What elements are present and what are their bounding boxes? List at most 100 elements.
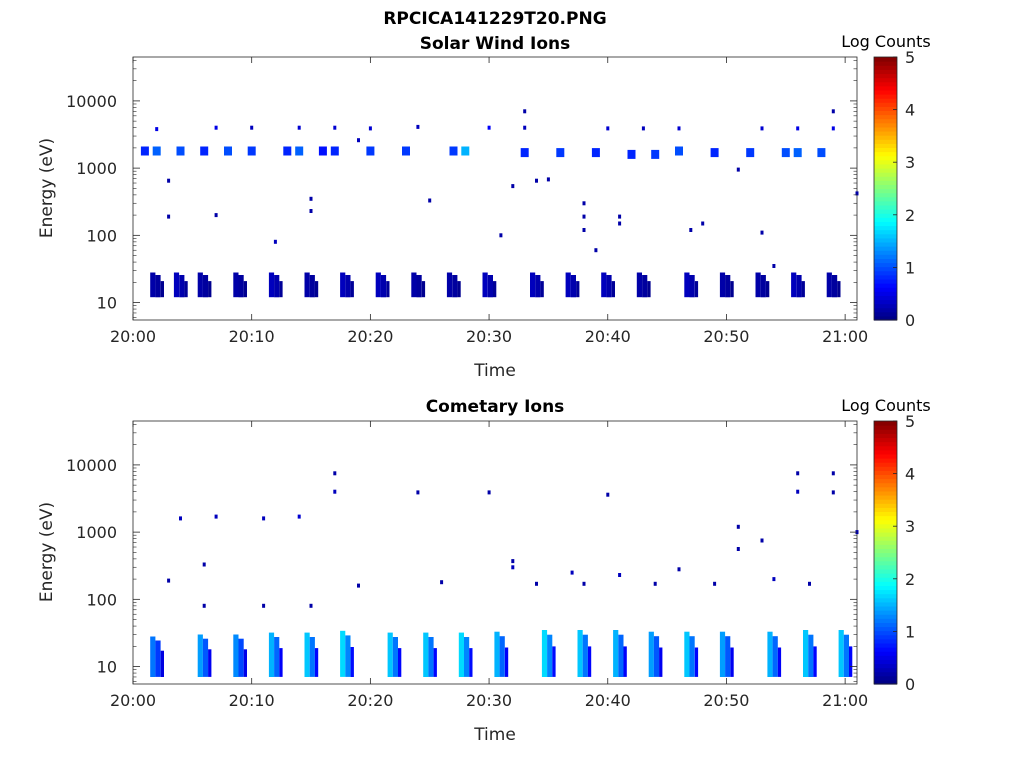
colorbar-segment xyxy=(874,667,897,673)
y-tick-label: 10 xyxy=(97,294,117,313)
data-cell xyxy=(587,646,592,677)
colorbar-segment xyxy=(874,647,897,652)
y-tick-label: 10000 xyxy=(66,92,117,111)
data-cell xyxy=(725,275,731,298)
data-cell xyxy=(452,275,458,298)
colorbar-segment xyxy=(874,237,897,243)
colorbar-segment xyxy=(874,85,897,91)
data-cell xyxy=(772,264,776,268)
colorbar-segment xyxy=(874,457,897,463)
data-cell xyxy=(651,149,660,159)
data-cell xyxy=(831,109,835,114)
colorbar-segment xyxy=(874,630,897,636)
colorbar-segment xyxy=(874,106,897,112)
data-cell xyxy=(601,272,607,298)
data-cell xyxy=(618,221,622,226)
data-cell xyxy=(150,272,156,298)
colorbar-segment xyxy=(874,515,897,521)
colorbar-segment xyxy=(874,605,897,611)
data-cell xyxy=(493,281,497,298)
colorbar-segment xyxy=(874,233,897,239)
colorbar-segment xyxy=(874,69,897,75)
data-cell xyxy=(582,581,586,586)
data-cell xyxy=(570,275,576,298)
colorbar-segment xyxy=(874,65,897,70)
colorbar-segment xyxy=(874,519,897,525)
colorbar-segment xyxy=(874,523,897,529)
data-cell xyxy=(582,228,586,232)
colorbar-frame xyxy=(873,56,898,321)
data-cell xyxy=(719,631,726,677)
colorbar-tick-label: 5 xyxy=(905,412,915,431)
data-cell xyxy=(238,638,244,677)
colorbar-segment xyxy=(874,163,897,169)
data-cell xyxy=(675,146,683,156)
data-cell xyxy=(155,275,161,298)
data-cell xyxy=(535,178,538,183)
x-tick-label: 20:30 xyxy=(466,327,512,346)
x-tick-label: 20:10 xyxy=(229,691,275,710)
data-cell xyxy=(511,184,515,189)
data-cell xyxy=(565,272,571,298)
data-cell xyxy=(653,581,657,586)
data-cell xyxy=(214,213,218,218)
colorbar-segment xyxy=(874,626,897,632)
colorbar-segment xyxy=(874,229,897,235)
data-cell xyxy=(623,646,627,677)
data-cell xyxy=(826,272,832,298)
colorbar-segment xyxy=(874,552,897,558)
x-tick-label: 20:30 xyxy=(466,691,512,710)
colorbar-tick-label: 2 xyxy=(905,570,915,589)
colorbar-tick-label: 1 xyxy=(905,622,915,641)
data-cell xyxy=(250,125,254,130)
data-cell xyxy=(653,636,660,677)
colorbar-segment xyxy=(874,102,897,107)
colorbar-segment xyxy=(874,192,897,198)
colorbar-segment xyxy=(874,466,897,471)
data-cell xyxy=(247,146,256,156)
data-cell xyxy=(295,146,304,156)
data-cell xyxy=(838,630,844,677)
data-cell xyxy=(642,275,648,298)
colorbar-segment xyxy=(874,556,897,562)
colorbar-segment xyxy=(874,511,897,517)
data-cell xyxy=(594,248,598,253)
data-cell xyxy=(552,646,556,677)
colorbar-segment xyxy=(874,93,897,99)
data-cell xyxy=(808,634,814,677)
data-cell xyxy=(647,281,651,298)
data-cell xyxy=(796,489,800,494)
data-cell xyxy=(279,281,283,298)
colorbar-tick-label: 3 xyxy=(905,153,915,172)
data-cell xyxy=(606,275,612,298)
data-cell xyxy=(416,275,422,298)
cometary-colorbar: 0 1 2 3 4 5 xyxy=(873,412,915,694)
colorbar-segment xyxy=(874,57,897,62)
data-cell xyxy=(760,538,764,543)
data-cell xyxy=(416,124,420,129)
data-cell xyxy=(694,281,699,298)
solar-wind-xlabel: Time xyxy=(473,361,516,381)
colorbar-segment xyxy=(874,581,897,586)
colorbar-segment xyxy=(874,295,897,301)
x-tick-label: 20:10 xyxy=(229,327,275,346)
colorbar-segment xyxy=(874,287,897,292)
cometary-plot-area: 20:00 20:10 20:20 20:30 20:40 20:50 21:00 10 100… xyxy=(66,420,868,710)
data-cell xyxy=(202,275,209,298)
data-cell xyxy=(446,272,453,298)
data-cell xyxy=(511,559,515,564)
data-cell xyxy=(233,272,239,298)
data-cell xyxy=(837,281,841,298)
data-cell xyxy=(796,275,802,298)
y-tick-label: 100 xyxy=(86,226,117,245)
data-cell xyxy=(366,146,375,156)
data-cell xyxy=(684,631,690,677)
colorbar-segment xyxy=(874,564,897,570)
data-cell xyxy=(547,634,553,677)
data-cell xyxy=(350,647,354,677)
data-cell xyxy=(333,489,337,494)
data-cell xyxy=(570,570,574,575)
data-cell xyxy=(713,581,717,586)
colorbar-segment xyxy=(874,155,897,161)
solar-wind-colorbar-label: Log Counts xyxy=(841,32,931,51)
